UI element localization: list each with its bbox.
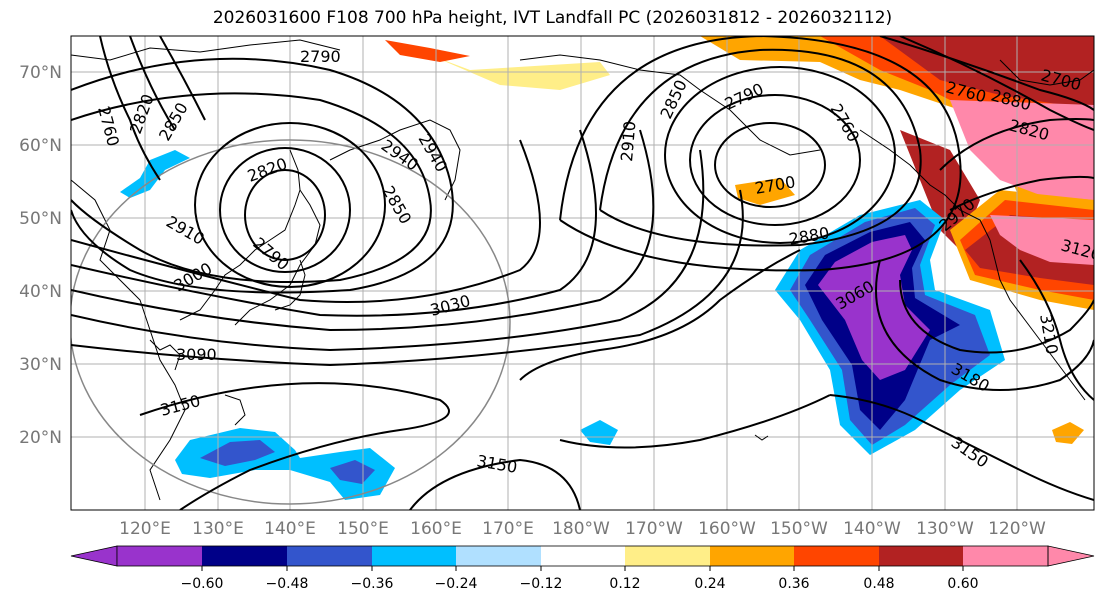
- shade-pink-coast: [990, 215, 1094, 265]
- lat-label: 40°N: [19, 282, 62, 302]
- colorbar-segment: [202, 546, 287, 566]
- contour-label: 3090: [176, 345, 217, 364]
- colorbar-tick-label: 0.12: [609, 576, 640, 592]
- lat-label: 70°N: [19, 63, 62, 83]
- shade-orange-low: [735, 178, 795, 205]
- colorbar-segment: [794, 546, 879, 566]
- colorbar-tick-label: 0.24: [694, 576, 725, 592]
- lon-label: 170°W: [625, 519, 683, 539]
- landfall-region-circle: [71, 139, 511, 505]
- lon-label: 170°E: [482, 519, 534, 539]
- colorbar-extend-low: [70, 545, 118, 567]
- lon-label: 160°W: [698, 519, 756, 539]
- colorbar-tick-label: −0.24: [435, 576, 478, 592]
- lon-label: 180°W: [552, 519, 610, 539]
- lat-label: 60°N: [19, 136, 62, 156]
- lon-label: 160°E: [410, 519, 462, 539]
- shade-redorange-north: [385, 36, 1094, 175]
- contour-label: 2910: [617, 120, 639, 162]
- colorbar-tick-label: −0.48: [266, 576, 309, 592]
- lon-label: 130°E: [192, 519, 244, 539]
- colorbar-segment: [117, 546, 202, 566]
- shade-purple-east: [818, 235, 930, 380]
- lon-label: 120°E: [119, 519, 171, 539]
- colorbar-extend-high: [1047, 545, 1095, 567]
- contour-label: 2790: [300, 47, 341, 66]
- lon-label: 150°W: [770, 519, 828, 539]
- colorbar-segment: [456, 546, 541, 566]
- colorbar-segment: [287, 546, 372, 566]
- colorbar-segment: [879, 546, 963, 566]
- colorbar-frame: [116, 545, 1049, 567]
- colorbar-tick-label: 0.60: [947, 576, 978, 592]
- colorbar-segment: [963, 546, 1048, 566]
- colorbar-segment: [710, 546, 794, 566]
- shade-pink-north: [950, 100, 1094, 200]
- lat-label: 50°N: [19, 209, 62, 229]
- height-contours: [71, 36, 1094, 510]
- shade-cyan-mid: [580, 420, 618, 445]
- colorbar: −0.60 −0.48 −0.36 −0.24 −0.12 0.12 0.24 …: [70, 545, 1095, 592]
- lon-label: 120°W: [988, 519, 1046, 539]
- shade-orange-hawaii: [1052, 422, 1084, 444]
- lon-label: 140°W: [843, 519, 901, 539]
- map-title: 2026031600 F108 700 hPa height, IVT Land…: [212, 8, 893, 28]
- colorbar-segment: [625, 546, 710, 566]
- colorbar-tick-label: −0.60: [181, 576, 224, 592]
- colorbar-ticks: [201, 566, 964, 571]
- lon-label: 150°E: [337, 519, 389, 539]
- colorbar-tick-label: −0.36: [351, 576, 394, 592]
- colorbar-segment: [541, 546, 625, 566]
- colorbar-tick-label: −0.12: [520, 576, 563, 592]
- colorbar-tick-label: 0.36: [778, 576, 809, 592]
- shade-blue-west: [200, 440, 375, 484]
- map-frame: [70, 35, 1095, 511]
- lon-label: 140°E: [264, 519, 316, 539]
- lat-label: 30°N: [19, 355, 62, 375]
- colorbar-tick-label: 0.48: [863, 576, 894, 592]
- lon-label: 130°W: [916, 519, 974, 539]
- colorbar-segment: [372, 546, 456, 566]
- lat-label: 20°N: [19, 428, 62, 448]
- lon-labels: 120°E 130°E 140°E 150°E 160°E 170°E 180°…: [119, 519, 1046, 539]
- lat-labels: 70°N 60°N 50°N 40°N 30°N 20°N: [19, 63, 62, 448]
